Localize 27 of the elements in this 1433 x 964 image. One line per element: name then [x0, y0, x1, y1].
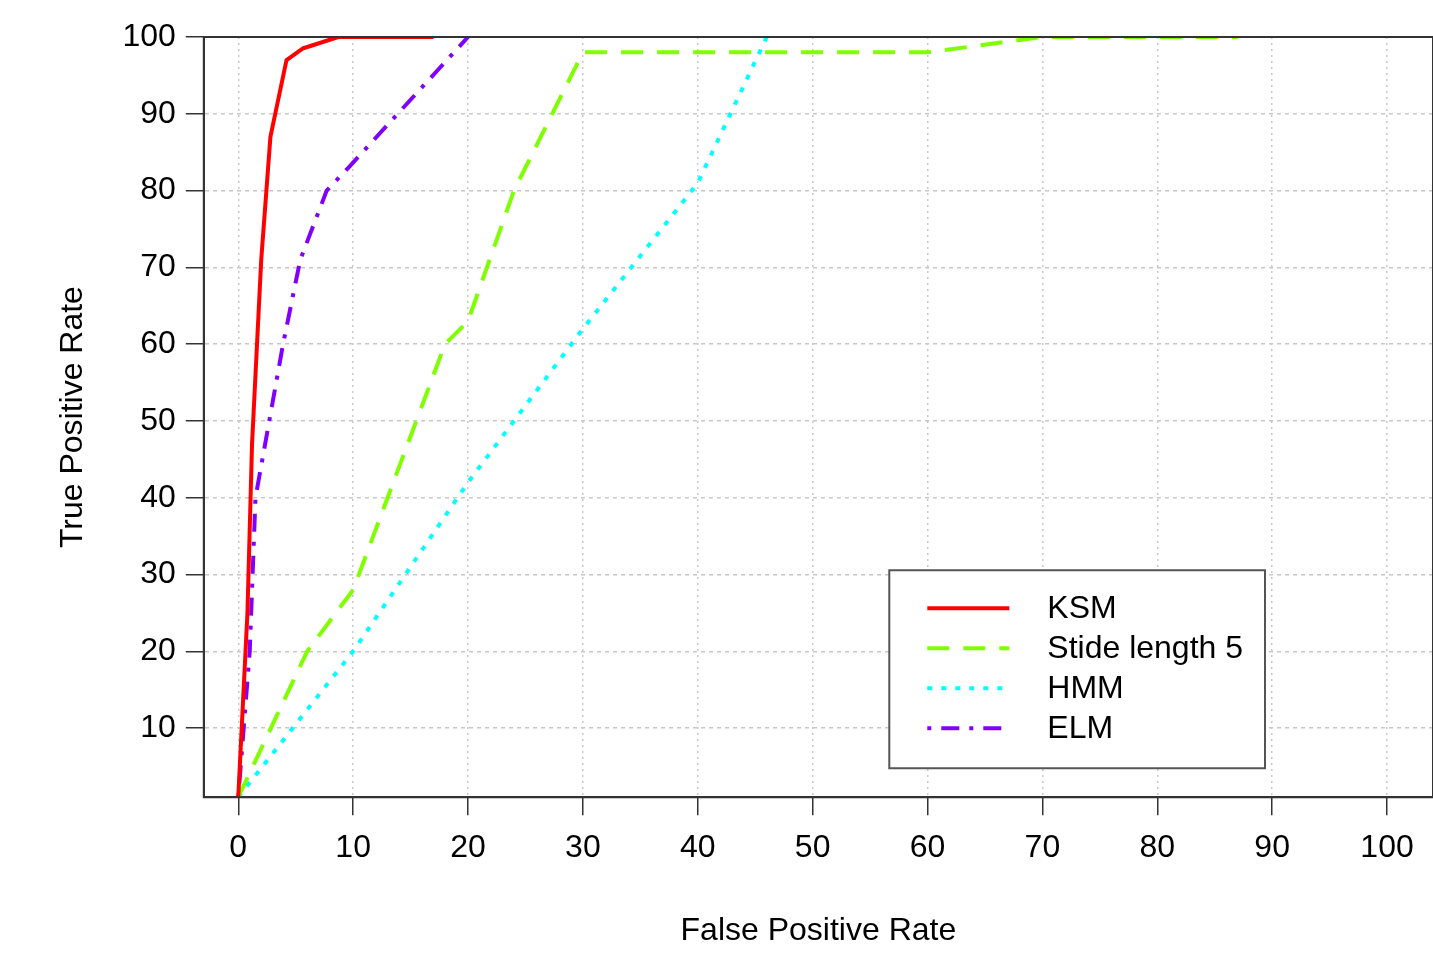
- y-tick-label: 80: [140, 170, 176, 207]
- x-tick-label: 70: [1024, 828, 1061, 865]
- x-tick-label: 30: [565, 828, 601, 865]
- legend-label: Stide length 5: [1047, 629, 1243, 666]
- y-tick-label: 60: [140, 323, 176, 360]
- x-tick-label: 90: [1254, 828, 1290, 865]
- x-tick-label: 80: [1139, 828, 1176, 865]
- x-axis-title: False Positive Rate: [680, 910, 957, 947]
- y-tick-label: 10: [140, 707, 176, 744]
- x-tick-label: 10: [335, 828, 371, 865]
- x-tick-label: 50: [794, 828, 831, 865]
- y-tick-label: 20: [140, 631, 176, 668]
- legend-label: KSM: [1047, 589, 1117, 626]
- x-tick-label: 100: [1360, 828, 1414, 865]
- y-tick-label: 50: [140, 400, 176, 437]
- x-tick-label: 0: [229, 828, 248, 865]
- y-tick-label: 30: [140, 554, 176, 591]
- y-tick-label: 100: [122, 16, 176, 53]
- y-tick-label: 70: [140, 247, 176, 284]
- y-tick-label: 40: [140, 477, 176, 514]
- x-tick-label: 60: [909, 828, 946, 865]
- legend-label: ELM: [1047, 709, 1114, 746]
- legend-label: HMM: [1047, 669, 1124, 706]
- x-tick-label: 20: [450, 828, 486, 865]
- y-tick-label: 90: [140, 93, 176, 130]
- x-tick-label: 40: [679, 828, 716, 865]
- y-axis-title: True Positive Rate: [53, 286, 90, 549]
